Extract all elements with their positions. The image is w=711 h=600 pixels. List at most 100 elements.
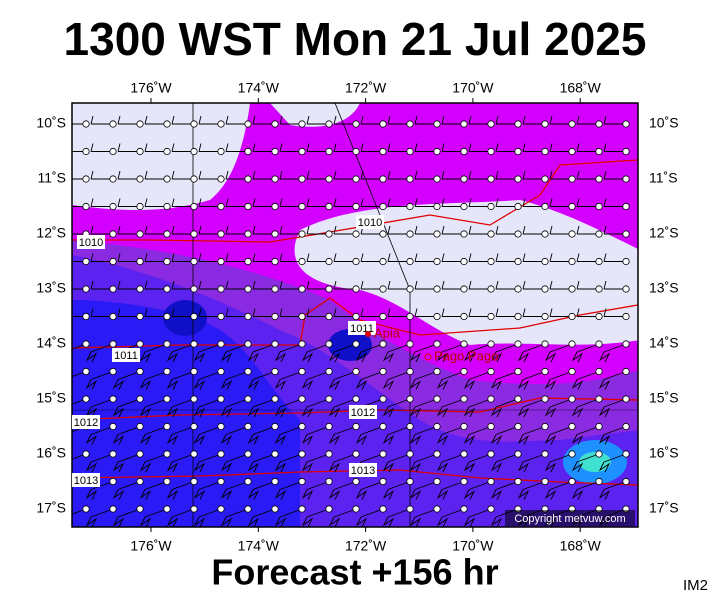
station bbox=[136, 230, 144, 238]
station bbox=[433, 312, 441, 321]
barb-flag bbox=[328, 406, 341, 418]
station bbox=[514, 422, 522, 431]
station bbox=[244, 395, 252, 403]
barb-flag bbox=[225, 253, 229, 262]
station bbox=[325, 450, 333, 458]
place-marker bbox=[424, 353, 432, 361]
barb-flag bbox=[382, 461, 395, 473]
station bbox=[190, 395, 198, 403]
barb-shaft bbox=[603, 453, 627, 463]
barb-shaft bbox=[144, 343, 168, 353]
station bbox=[352, 285, 360, 293]
barb-shaft bbox=[414, 481, 438, 490]
isobar-label-box bbox=[349, 405, 377, 419]
barb-flag bbox=[112, 489, 125, 500]
station bbox=[298, 202, 306, 211]
barb-flag bbox=[495, 143, 499, 152]
station bbox=[487, 175, 495, 183]
barb-flag bbox=[166, 489, 179, 500]
barb-flag bbox=[85, 489, 98, 500]
barb-flag bbox=[144, 280, 148, 290]
barb-flag bbox=[571, 351, 584, 363]
barb-shaft bbox=[495, 343, 519, 353]
barb-flag bbox=[333, 143, 337, 152]
station bbox=[190, 367, 198, 376]
station bbox=[244, 477, 252, 486]
barb-flag bbox=[463, 461, 476, 473]
barb-flag bbox=[468, 280, 472, 290]
isobar bbox=[72, 469, 638, 486]
isobar bbox=[72, 297, 638, 349]
barb-flag bbox=[198, 198, 202, 207]
station bbox=[190, 147, 198, 156]
barb-shaft bbox=[468, 398, 492, 408]
station bbox=[379, 450, 387, 458]
station bbox=[514, 340, 522, 348]
barb-shaft bbox=[522, 371, 546, 380]
barb-shaft bbox=[144, 426, 168, 435]
barb-shaft bbox=[333, 343, 357, 353]
place-label: Apia bbox=[374, 325, 401, 340]
barb-flag bbox=[112, 434, 125, 445]
barb-flag bbox=[166, 406, 179, 418]
station bbox=[460, 312, 468, 321]
barb-shaft bbox=[252, 371, 276, 380]
barb-flag bbox=[306, 115, 310, 125]
barb-flag bbox=[139, 489, 152, 500]
barb-flag bbox=[333, 280, 337, 290]
station bbox=[541, 257, 549, 266]
barb-flag bbox=[220, 351, 233, 363]
barb-flag bbox=[409, 434, 422, 445]
station bbox=[460, 202, 468, 211]
station bbox=[622, 175, 630, 183]
barb-flag bbox=[171, 225, 175, 235]
barb-flag bbox=[603, 170, 607, 180]
map-frame bbox=[71, 102, 639, 528]
station bbox=[298, 340, 306, 348]
station bbox=[433, 505, 441, 513]
map-labels: 176˚W 176˚W 174˚W 174˚W 172˚W 172˚W 170˚W 170˚W… bbox=[36, 80, 678, 554]
station bbox=[325, 257, 333, 266]
barb-flag bbox=[522, 198, 526, 207]
station bbox=[352, 312, 360, 321]
barb-flag bbox=[355, 351, 368, 363]
barb-flag bbox=[468, 115, 472, 125]
station bbox=[109, 202, 117, 211]
station bbox=[460, 285, 468, 293]
station bbox=[298, 395, 306, 403]
barb-shaft bbox=[252, 343, 276, 353]
barb-flag bbox=[171, 115, 175, 125]
station bbox=[541, 340, 549, 348]
barb-shaft bbox=[576, 398, 600, 408]
station bbox=[298, 147, 306, 156]
barb-shaft bbox=[333, 453, 357, 463]
barb-flag bbox=[60, 490, 69, 500]
station bbox=[541, 395, 549, 403]
barb-flag bbox=[252, 225, 256, 235]
barb-shaft bbox=[360, 481, 384, 490]
station bbox=[568, 395, 576, 403]
station bbox=[379, 477, 387, 486]
station bbox=[82, 340, 90, 348]
station bbox=[136, 395, 144, 403]
station bbox=[514, 395, 522, 403]
barb-flag bbox=[495, 170, 499, 180]
barb-flag bbox=[198, 170, 202, 180]
station bbox=[460, 340, 468, 348]
barb-shaft bbox=[72, 371, 87, 378]
station bbox=[136, 367, 144, 376]
barb-flag bbox=[90, 143, 94, 152]
barb-shaft bbox=[225, 481, 249, 490]
barb-shaft bbox=[414, 398, 438, 408]
barb-flag bbox=[544, 489, 557, 500]
barb-flag bbox=[544, 379, 557, 390]
copyright-box bbox=[505, 510, 635, 526]
station bbox=[82, 147, 90, 156]
barb-flag bbox=[171, 170, 175, 180]
barb-shaft bbox=[603, 481, 627, 490]
isobar-label: 1013 bbox=[74, 475, 98, 487]
station bbox=[379, 257, 387, 266]
isobar-label: 1012 bbox=[351, 407, 375, 419]
lon-label: 174˚W bbox=[238, 538, 280, 554]
barb-flag bbox=[193, 351, 206, 363]
